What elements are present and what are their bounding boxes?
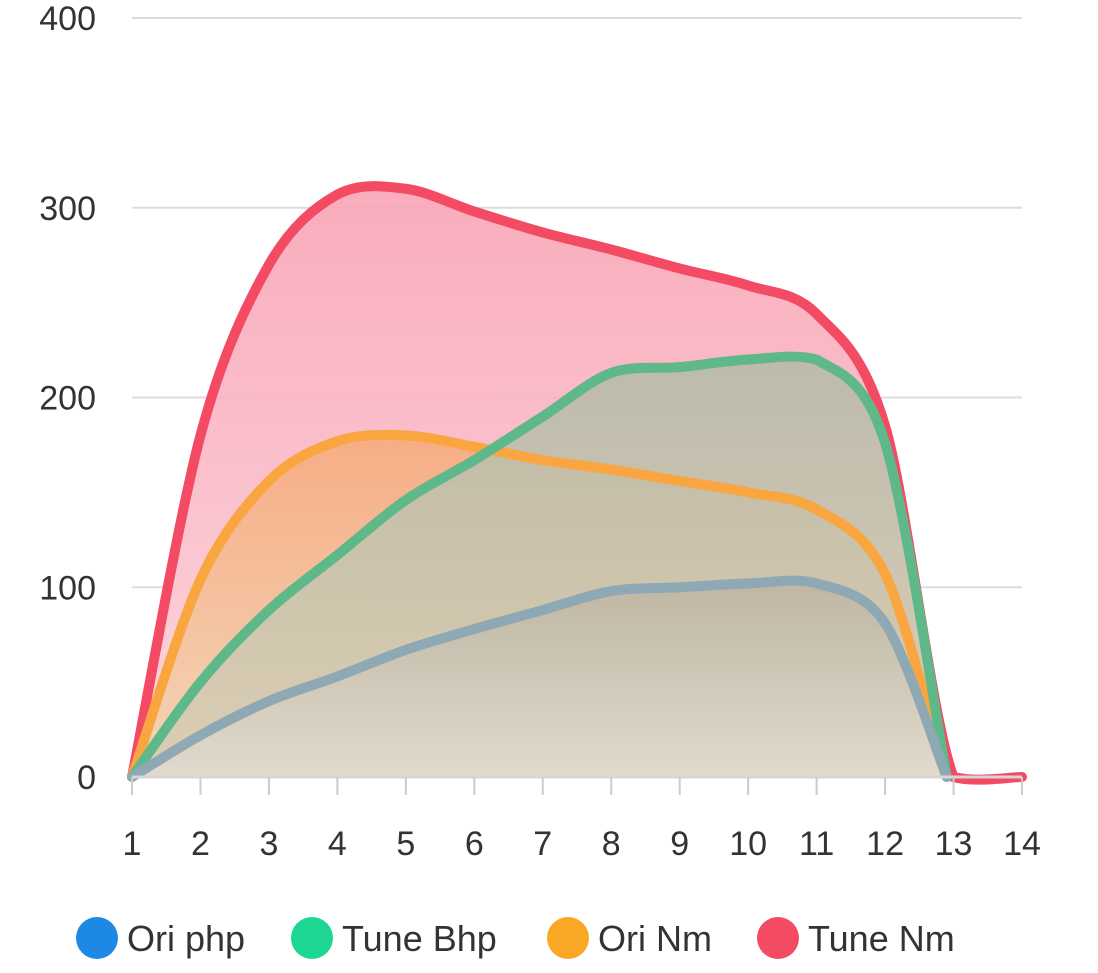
- legend-marker: [291, 917, 333, 959]
- x-tick-label: 2: [191, 825, 210, 863]
- legend-marker: [757, 917, 799, 959]
- legend-label: Ori php: [127, 918, 245, 959]
- x-tick-label: 14: [1003, 825, 1041, 863]
- x-tick-label: 3: [259, 825, 278, 863]
- line-ori-php: [127, 575, 952, 782]
- legend-marker: [76, 917, 118, 959]
- series-lines: [127, 181, 1027, 785]
- line-tune-bhp: [127, 351, 952, 782]
- legend-item-ori-nm[interactable]: Ori Nm: [547, 917, 712, 959]
- x-tick-label: 9: [670, 825, 689, 863]
- x-tick-label: 6: [465, 825, 484, 863]
- x-tick-label: 11: [799, 825, 834, 863]
- area-ori-php: [132, 580, 947, 777]
- x-tick-label: 7: [533, 825, 552, 863]
- x-tick-label: 13: [935, 825, 973, 863]
- legend-label: Tune Nm: [808, 918, 955, 959]
- legend-label: Ori Nm: [598, 918, 712, 959]
- y-tick-label: 400: [39, 0, 96, 38]
- y-tick-label: 0: [77, 759, 96, 797]
- x-tick-label: 10: [729, 825, 767, 863]
- legend-item-tune-nm[interactable]: Tune Nm: [757, 917, 955, 959]
- x-tick-label: 4: [328, 825, 347, 863]
- legend: Ori php Tune Bhp Ori Nm Tune Nm: [76, 917, 955, 959]
- x-tick-label: 8: [602, 825, 621, 863]
- legend-item-ori-php[interactable]: Ori php: [76, 917, 245, 959]
- line-ori-nm: [127, 429, 952, 782]
- y-tick-label: 200: [39, 380, 96, 418]
- x-tick-label: 5: [396, 825, 415, 863]
- y-tick-label: 300: [39, 190, 96, 228]
- x-tick-label: 1: [123, 825, 142, 863]
- axes: 1 2 3 4 5 6 7 8 9 10 11 12 13 14: [123, 775, 1041, 863]
- legend-label: Tune Bhp: [342, 918, 497, 959]
- y-tick-label: 100: [39, 569, 96, 607]
- legend-marker: [547, 917, 589, 959]
- x-tick-label: 12: [866, 825, 904, 863]
- legend-item-tune-bhp[interactable]: Tune Bhp: [291, 917, 497, 959]
